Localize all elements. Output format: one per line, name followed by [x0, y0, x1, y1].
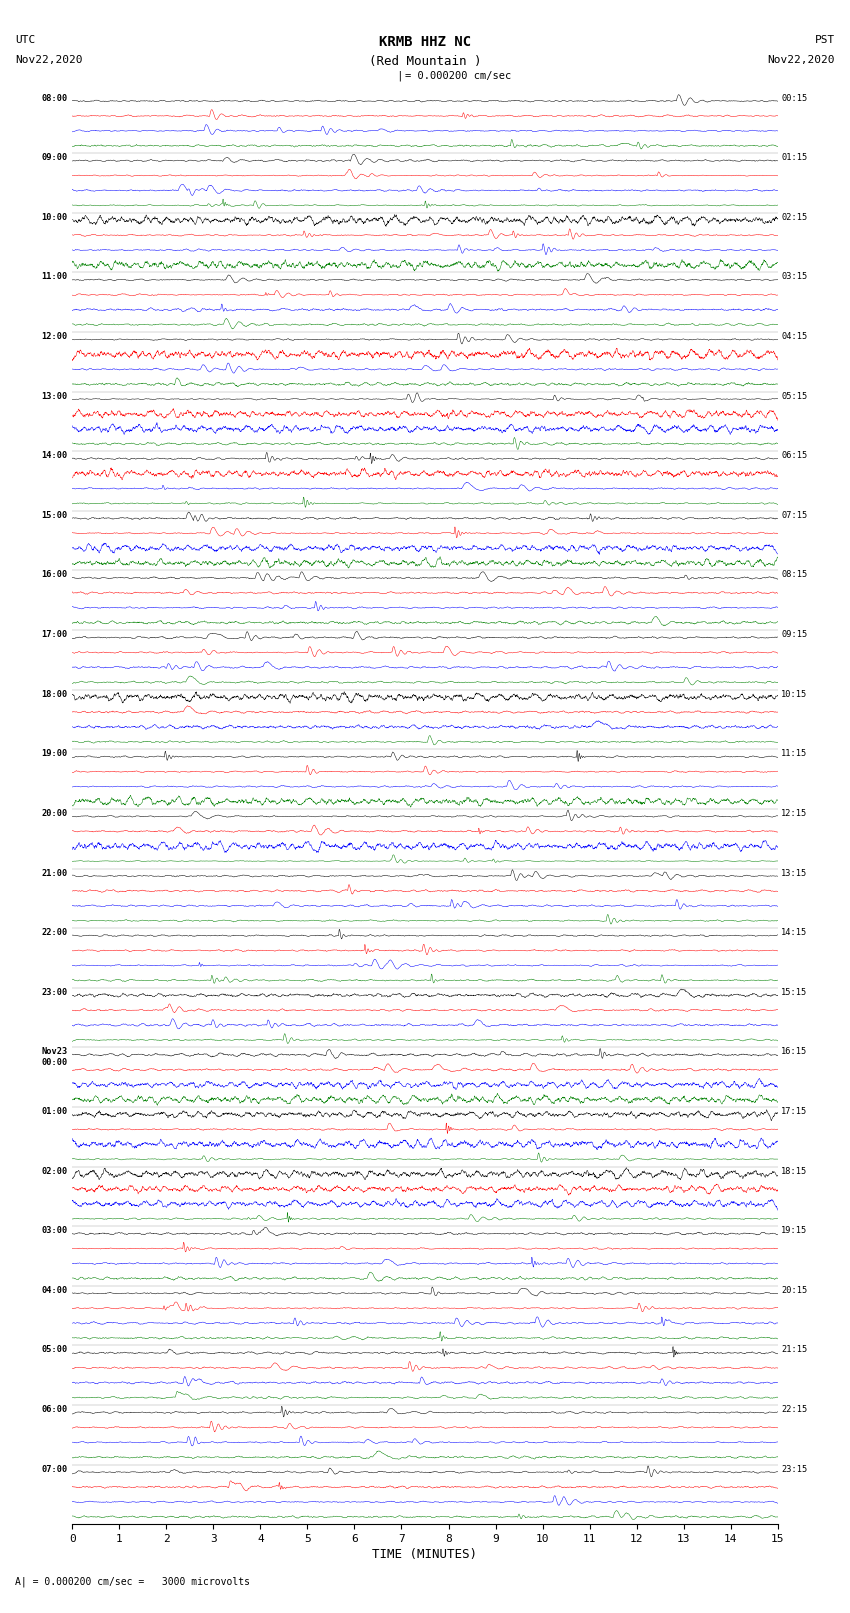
Text: (Red Mountain ): (Red Mountain ): [369, 55, 481, 68]
Text: 15:00: 15:00: [42, 511, 68, 519]
Text: 18:00: 18:00: [42, 690, 68, 698]
Text: 11:15: 11:15: [781, 750, 807, 758]
Text: 05:00: 05:00: [42, 1345, 68, 1355]
Text: 19:00: 19:00: [42, 750, 68, 758]
Text: 21:15: 21:15: [781, 1345, 807, 1355]
Text: 14:15: 14:15: [781, 927, 807, 937]
Text: Nov23
00:00: Nov23 00:00: [42, 1047, 68, 1066]
Text: 20:15: 20:15: [781, 1286, 807, 1295]
Text: A| = 0.000200 cm/sec =   3000 microvolts: A| = 0.000200 cm/sec = 3000 microvolts: [15, 1576, 250, 1587]
Text: UTC: UTC: [15, 35, 36, 45]
Text: 02:00: 02:00: [42, 1166, 68, 1176]
Text: 22:15: 22:15: [781, 1405, 807, 1415]
Text: 07:00: 07:00: [42, 1465, 68, 1474]
Text: 10:15: 10:15: [781, 690, 807, 698]
Text: 16:15: 16:15: [781, 1047, 807, 1057]
Text: 17:00: 17:00: [42, 631, 68, 639]
Text: PST: PST: [814, 35, 835, 45]
Text: 23:15: 23:15: [781, 1465, 807, 1474]
Text: 20:00: 20:00: [42, 810, 68, 818]
Text: 14:00: 14:00: [42, 452, 68, 460]
Text: 22:00: 22:00: [42, 927, 68, 937]
Text: 00:15: 00:15: [781, 94, 807, 103]
Text: 13:00: 13:00: [42, 392, 68, 400]
Text: 12:00: 12:00: [42, 332, 68, 340]
Text: 09:00: 09:00: [42, 153, 68, 163]
Text: KRMB HHZ NC: KRMB HHZ NC: [379, 35, 471, 50]
Text: 08:15: 08:15: [781, 571, 807, 579]
Text: 11:00: 11:00: [42, 273, 68, 281]
Text: 06:15: 06:15: [781, 452, 807, 460]
Text: 13:15: 13:15: [781, 868, 807, 877]
Text: 18:15: 18:15: [781, 1166, 807, 1176]
Text: 15:15: 15:15: [781, 987, 807, 997]
Text: 06:00: 06:00: [42, 1405, 68, 1415]
Text: 10:00: 10:00: [42, 213, 68, 221]
X-axis label: TIME (MINUTES): TIME (MINUTES): [372, 1548, 478, 1561]
Text: Nov22,2020: Nov22,2020: [768, 55, 835, 65]
Text: 07:15: 07:15: [781, 511, 807, 519]
Text: 19:15: 19:15: [781, 1226, 807, 1236]
Text: 03:00: 03:00: [42, 1226, 68, 1236]
Text: 05:15: 05:15: [781, 392, 807, 400]
Text: 12:15: 12:15: [781, 810, 807, 818]
Text: 03:15: 03:15: [781, 273, 807, 281]
Text: 01:00: 01:00: [42, 1107, 68, 1116]
Text: |: |: [396, 71, 403, 82]
Text: 21:00: 21:00: [42, 868, 68, 877]
Text: 04:15: 04:15: [781, 332, 807, 340]
Text: 01:15: 01:15: [781, 153, 807, 163]
Text: 17:15: 17:15: [781, 1107, 807, 1116]
Text: 09:15: 09:15: [781, 631, 807, 639]
Text: Nov22,2020: Nov22,2020: [15, 55, 82, 65]
Text: = 0.000200 cm/sec: = 0.000200 cm/sec: [405, 71, 512, 81]
Text: 16:00: 16:00: [42, 571, 68, 579]
Text: 04:00: 04:00: [42, 1286, 68, 1295]
Text: 08:00: 08:00: [42, 94, 68, 103]
Text: 02:15: 02:15: [781, 213, 807, 221]
Text: 23:00: 23:00: [42, 987, 68, 997]
